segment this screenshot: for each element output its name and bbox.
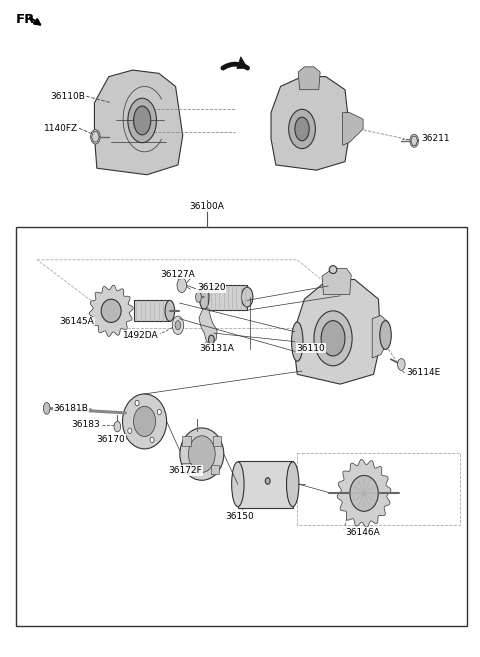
Polygon shape [372,315,388,358]
Circle shape [128,428,132,434]
Text: 36131A: 36131A [199,344,234,353]
Ellipse shape [410,134,419,147]
Ellipse shape [114,421,120,432]
Ellipse shape [350,476,378,511]
Ellipse shape [177,278,187,292]
Ellipse shape [172,316,184,334]
Ellipse shape [133,406,156,436]
Text: FR.: FR. [16,13,40,26]
Polygon shape [89,285,133,336]
Ellipse shape [122,394,167,449]
Ellipse shape [380,321,391,350]
Ellipse shape [314,311,352,366]
Text: 36211: 36211 [421,134,450,143]
Text: 36110: 36110 [296,344,325,353]
Ellipse shape [397,359,405,371]
Text: 36100A: 36100A [189,202,224,212]
Ellipse shape [175,321,181,330]
Bar [182,436,191,445]
Ellipse shape [287,462,299,507]
Ellipse shape [43,403,50,414]
Ellipse shape [265,478,270,484]
Polygon shape [343,112,363,145]
Ellipse shape [329,265,337,273]
Bar [211,465,219,474]
Ellipse shape [128,98,156,143]
Text: 36110B: 36110B [50,92,85,101]
Text: 36145A: 36145A [60,317,95,327]
Circle shape [150,437,154,443]
Bar [134,300,170,321]
Text: 1140FZ: 1140FZ [44,124,78,133]
Polygon shape [337,459,391,528]
Ellipse shape [101,299,121,323]
Polygon shape [295,279,381,384]
Ellipse shape [241,287,253,307]
Text: 36120: 36120 [197,283,226,292]
Polygon shape [271,77,350,170]
Polygon shape [322,268,351,294]
Ellipse shape [291,322,303,361]
Text: 36170: 36170 [96,435,125,444]
Text: 36172F: 36172F [168,466,202,475]
Text: 36181B: 36181B [53,404,88,413]
Text: 36183: 36183 [72,420,100,429]
Bar [213,436,221,445]
Polygon shape [298,67,320,90]
Ellipse shape [189,436,215,472]
Polygon shape [237,57,248,69]
Ellipse shape [133,106,151,135]
Ellipse shape [91,129,100,144]
Text: 36150: 36150 [226,512,254,521]
Bar [204,284,247,309]
Ellipse shape [288,109,315,148]
Ellipse shape [180,428,224,480]
Bar [238,461,293,508]
Polygon shape [95,70,183,175]
Ellipse shape [165,300,175,321]
Ellipse shape [295,117,309,141]
Text: 1492DA: 1492DA [123,330,159,340]
Polygon shape [199,309,217,344]
Ellipse shape [196,292,201,302]
Ellipse shape [321,321,345,356]
Circle shape [135,400,139,406]
Text: 36127A: 36127A [161,270,195,279]
Text: 36114E: 36114E [406,369,440,378]
Ellipse shape [232,462,244,507]
Ellipse shape [199,284,209,309]
Circle shape [157,409,161,415]
Bar [16,227,467,626]
Text: 36146A: 36146A [345,528,380,537]
Ellipse shape [208,335,214,344]
Bar [182,463,191,472]
